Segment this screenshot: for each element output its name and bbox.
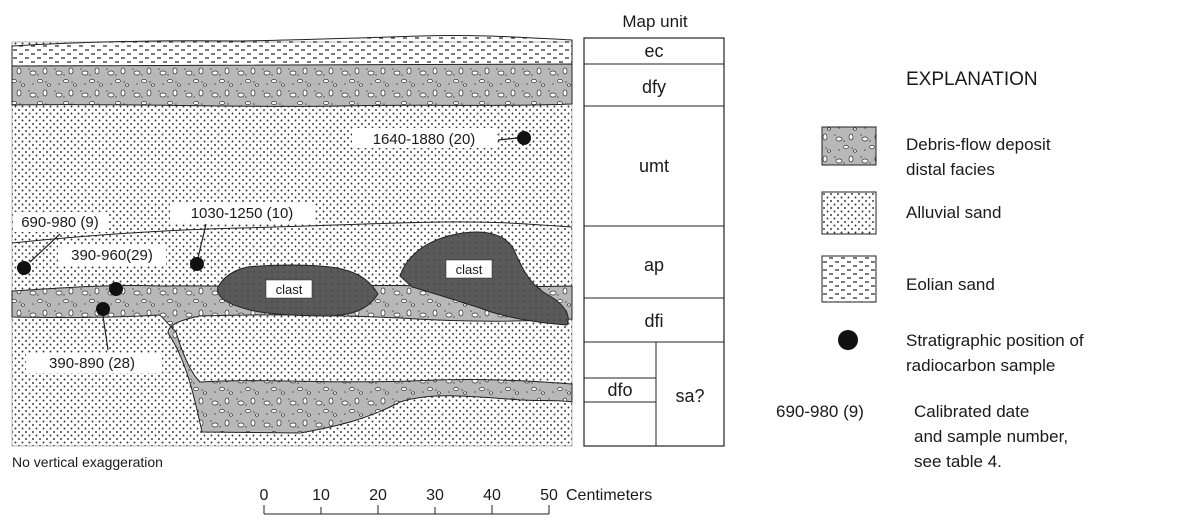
clast-label-2: clast (456, 262, 483, 277)
unit-ap: ap (644, 255, 664, 275)
legend-sample-line2: radiocarbon sample (906, 356, 1055, 375)
dfy-debris-layer (11, 63, 573, 107)
legend-date-line2: and sample number, (914, 427, 1068, 446)
radiocarbon-sample-dot-28 (96, 302, 110, 316)
unit-dfi: dfi (644, 311, 663, 331)
scale-tick-20: 20 (369, 487, 387, 504)
scale-tick-50: 50 (540, 487, 558, 504)
clast-2 (399, 231, 569, 326)
legend-debris-line1: Debris-flow deposit (906, 135, 1051, 154)
legend-date-example: 690-980 (9) (776, 402, 864, 421)
map-unit-header: Map unit (622, 12, 687, 31)
sample-29: 390-960(29) (58, 245, 166, 296)
umt-ap-contact (11, 221, 573, 244)
legend-swatch-debris (821, 126, 877, 166)
sample-label-20: 1640-1880 (20) (373, 131, 476, 148)
sample-label-29: 390-960(29) (71, 247, 153, 264)
sample-label-28: 390-890 (28) (49, 355, 135, 372)
legend-date-line3: see table 4. (914, 452, 1002, 471)
legend-debris-line2: distal facies (906, 160, 995, 179)
explanation-legend: EXPLANATION Debris-flow deposit distal f… (776, 69, 1084, 471)
scale-bar: 0 10 20 30 40 50 Centimeters (260, 487, 652, 515)
legend-sample-dot (838, 330, 858, 350)
sample-label-10: 1030-1250 (10) (191, 205, 294, 222)
sample-10: 1030-1250 (10) (170, 203, 314, 271)
scale-tick-0: 0 (260, 487, 269, 504)
map-unit-column: Map unit ec dfy umt ap dfi dfo sa? (583, 12, 725, 447)
radiocarbon-sample-dot-20 (517, 131, 531, 145)
clast-label-1: clast (276, 282, 303, 297)
radiocarbon-sample-dot-9 (17, 261, 31, 275)
sample-9: 690-980 (9) (14, 212, 108, 275)
unit-umt: umt (639, 156, 669, 176)
eolian-sand-layer (11, 34, 573, 67)
unit-dfo: dfo (607, 380, 632, 400)
sample-20: 1640-1880 (20) (352, 128, 531, 148)
section-frame (11, 41, 573, 447)
legend-date-line1: Calibrated date (914, 402, 1029, 421)
legend-eolian: Eolian sand (906, 275, 995, 294)
scale-tick-30: 30 (426, 487, 444, 504)
unit-dfy: dfy (642, 77, 666, 97)
radiocarbon-sample-dot-29 (109, 282, 123, 296)
sample-28: 390-890 (28) (26, 302, 162, 373)
scale-tick-10: 10 (312, 487, 330, 504)
sample-label-9: 690-980 (9) (21, 214, 99, 231)
legend-swatch-eolian (821, 255, 877, 303)
legend-alluvial: Alluvial sand (906, 203, 1001, 222)
unit-ec: ec (644, 41, 663, 61)
no-vertical-exaggeration-note: No vertical exaggeration (12, 454, 163, 470)
radiocarbon-sample-dot-10 (190, 257, 204, 271)
scale-tick-40: 40 (483, 487, 501, 504)
stratigraphic-section: clast clast 1640-1880 (20) 690-980 (9) 1… (11, 34, 573, 470)
explanation-title: EXPLANATION (906, 69, 1038, 90)
legend-swatch-alluvial (821, 191, 877, 235)
scale-unit-label: Centimeters (566, 487, 652, 504)
legend-sample-line1: Stratigraphic position of (906, 331, 1084, 350)
unit-sa: sa? (675, 386, 704, 406)
